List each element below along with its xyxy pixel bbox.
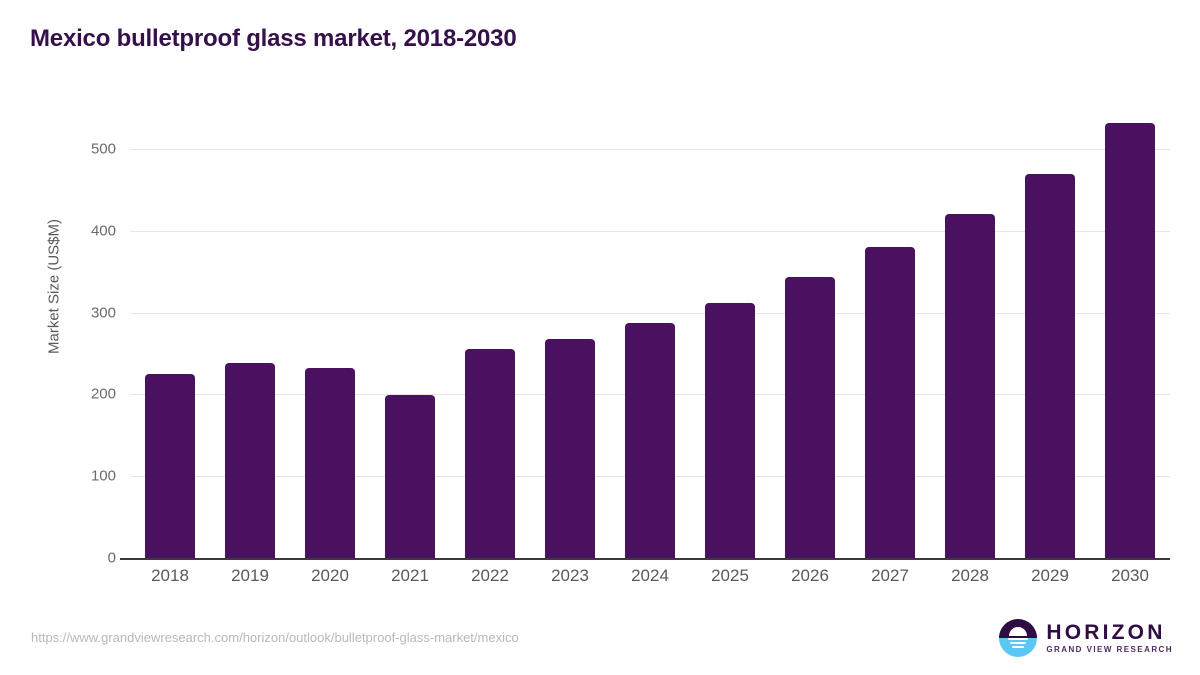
x-tick-label-2020: 2020 bbox=[311, 566, 349, 585]
x-tick-label-2019: 2019 bbox=[231, 566, 269, 585]
y-tick-label: 100 bbox=[90, 467, 116, 485]
x-tick-label-2027: 2027 bbox=[871, 566, 909, 585]
x-tick-label-2023: 2023 bbox=[551, 566, 589, 585]
horizon-logo-icon bbox=[999, 619, 1038, 657]
bar-2026[interactable] bbox=[785, 277, 835, 558]
bar-2027[interactable] bbox=[865, 247, 915, 558]
y-tick-label: 500 bbox=[90, 140, 116, 158]
bar-2019[interactable] bbox=[225, 363, 275, 558]
y-tick-label: 300 bbox=[90, 304, 116, 322]
logo-ray-2 bbox=[1010, 642, 1027, 644]
logo-ray-3 bbox=[1012, 646, 1025, 648]
logo-text-block: HORIZON GRAND VIEW RESEARCH bbox=[1046, 622, 1173, 654]
bar-series bbox=[130, 100, 1170, 558]
bar-2028[interactable] bbox=[945, 213, 995, 558]
bar-2029[interactable] bbox=[1025, 173, 1075, 558]
bar-2023[interactable] bbox=[545, 338, 595, 558]
x-tick-label-2028: 2028 bbox=[951, 566, 989, 585]
bar-2021[interactable] bbox=[385, 395, 435, 558]
horizon-logo: HORIZON GRAND VIEW RESEARCH bbox=[999, 618, 1173, 658]
logo-tagline: GRAND VIEW RESEARCH bbox=[1046, 645, 1173, 654]
source-url[interactable]: https://www.grandviewresearch.com/horizo… bbox=[31, 630, 519, 645]
x-tick-label-2029: 2029 bbox=[1031, 566, 1069, 585]
bar-2018[interactable] bbox=[145, 373, 195, 558]
bar-2022[interactable] bbox=[465, 349, 515, 558]
gridline bbox=[130, 312, 1170, 314]
gridline bbox=[130, 230, 1170, 232]
x-tick-label-2025: 2025 bbox=[711, 566, 749, 585]
logo-dome-shape bbox=[1009, 627, 1028, 636]
plot-area bbox=[120, 100, 1170, 560]
x-axis-line bbox=[120, 558, 1170, 560]
logo-ray-1 bbox=[1008, 638, 1029, 640]
bar-2030[interactable] bbox=[1105, 122, 1155, 558]
page-title: Mexico bulletproof glass market, 2018-20… bbox=[30, 25, 517, 52]
x-axis-tick-labels: 2018 2019 2020 2021 2022 2023 2024 2025 2026 2027… bbox=[130, 566, 1170, 594]
bar-2024[interactable] bbox=[625, 323, 675, 558]
y-tick-label: 200 bbox=[90, 385, 116, 403]
bar-2025[interactable] bbox=[705, 302, 755, 558]
x-tick-label-2026: 2026 bbox=[791, 566, 829, 585]
gridline bbox=[130, 149, 1170, 151]
bar-2020[interactable] bbox=[305, 368, 355, 558]
x-tick-label-2021: 2021 bbox=[391, 566, 429, 585]
y-tick-label: 400 bbox=[90, 222, 116, 240]
x-tick-label-2022: 2022 bbox=[471, 566, 509, 585]
y-axis-tick-labels: 0 100 200 300 400 500 bbox=[50, 100, 116, 566]
x-tick-label-2030: 2030 bbox=[1111, 566, 1149, 585]
logo-wordmark: HORIZON bbox=[1046, 621, 1166, 644]
x-tick-label-2018: 2018 bbox=[151, 566, 189, 585]
x-tick-label-2024: 2024 bbox=[631, 566, 669, 585]
y-tick-label: 0 bbox=[107, 549, 116, 567]
